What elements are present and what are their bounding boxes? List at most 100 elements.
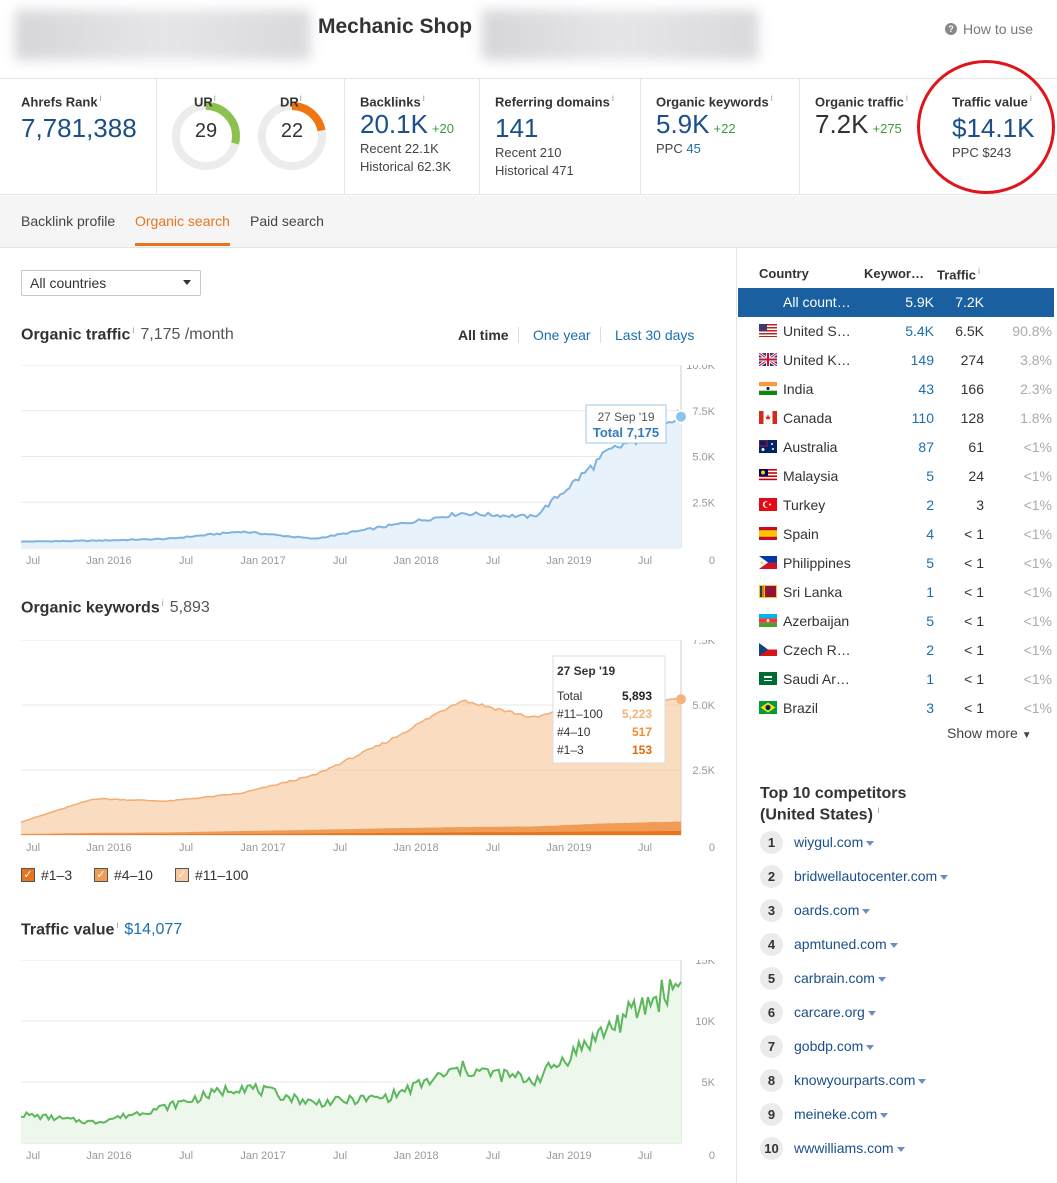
tab-organic-search[interactable]: Organic search: [135, 213, 230, 229]
country-keywords[interactable]: 1: [926, 584, 934, 600]
country-row-all[interactable]: All count… 5.9K 7.2K: [738, 288, 1054, 317]
info-icon[interactable]: i: [132, 325, 135, 335]
show-more-button[interactable]: Show more ▼: [947, 725, 1032, 741]
country-keywords[interactable]: 1: [926, 671, 934, 687]
dropdown-arrow-icon[interactable]: [880, 1112, 889, 1118]
organic-traffic-chart[interactable]: 0 2.5K 5.0K 7.5K 10.0K Jul Jan 2016 Jul Jan 2017…: [21, 365, 721, 575]
info-icon[interactable]: i: [611, 93, 614, 103]
country-row[interactable]: Sri Lanka 1 < 1 <1%: [738, 578, 1054, 607]
legend-top11-100[interactable]: ✓ #11–100: [175, 867, 248, 883]
country-keywords[interactable]: 4: [926, 526, 934, 542]
country-keywords[interactable]: 5.4K: [905, 323, 934, 339]
competitor-domain-link[interactable]: oards.com: [794, 902, 860, 918]
country-row[interactable]: Australia 87 61 <1%: [738, 433, 1054, 462]
flag-icon: [759, 353, 777, 366]
country-traffic: < 1: [964, 700, 984, 716]
country-keywords[interactable]: 5: [926, 555, 934, 571]
country-name: India: [783, 381, 814, 397]
range-last-30-days[interactable]: Last 30 days: [615, 327, 695, 343]
competitor-domain-link[interactable]: apmtuned.com: [794, 936, 887, 952]
country-keywords[interactable]: 149: [910, 352, 934, 368]
country-keywords[interactable]: 5: [926, 468, 934, 484]
country-row[interactable]: Malaysia 5 24 <1%: [738, 462, 1054, 491]
country-percent: <1%: [1023, 613, 1052, 629]
x-tick-label: Jul: [486, 1150, 500, 1162]
dropdown-arrow-icon[interactable]: [866, 840, 875, 846]
organic-keywords-chart[interactable]: 0 2.5K 5.0K 7.5K Jul Jan 2016 Jul Jan 2017 Jul Ja…: [21, 640, 721, 860]
legend-top4-10[interactable]: ✓ #4–10: [94, 867, 153, 883]
dropdown-arrow-icon[interactable]: [889, 942, 898, 948]
dropdown-arrow-icon[interactable]: [877, 976, 886, 982]
info-icon[interactable]: i: [299, 93, 302, 103]
country-percent: 1.8%: [1020, 410, 1052, 426]
competitor-domain-link[interactable]: carcare.org: [794, 1004, 865, 1020]
country-row[interactable]: Philippines 5 < 1 <1%: [738, 549, 1054, 578]
backlinks-value[interactable]: 20.1K: [360, 109, 428, 140]
country-header[interactable]: Country: [759, 266, 809, 281]
country-row[interactable]: India 43 166 2.3%: [738, 375, 1054, 404]
country-traffic: < 1: [964, 526, 984, 542]
how-to-use-link[interactable]: ? How to use: [944, 21, 1033, 37]
info-icon[interactable]: i: [770, 93, 773, 103]
competitor-domain-link[interactable]: carbrain.com: [794, 970, 875, 986]
country-row[interactable]: United K… 149 274 3.8%: [738, 346, 1054, 375]
country-row[interactable]: Brazil 3 < 1 <1%: [738, 694, 1054, 723]
country-row[interactable]: Turkey 2 3 <1%: [738, 491, 1054, 520]
competitor-domain-link[interactable]: gobdp.com: [794, 1038, 864, 1054]
info-icon[interactable]: i: [1029, 93, 1032, 103]
competitor-rank: 3: [760, 898, 783, 922]
competitor-domain-link[interactable]: knowyourparts.com: [794, 1072, 916, 1088]
legend-top3[interactable]: ✓ #1–3: [21, 867, 72, 883]
competitor-rank: 9: [760, 1102, 783, 1126]
dropdown-arrow-icon[interactable]: [866, 1044, 875, 1050]
tooltip-row-label: Total: [557, 689, 582, 703]
competitor-domain-link[interactable]: bridwellautocenter.com: [794, 868, 938, 884]
dropdown-arrow-icon[interactable]: [862, 908, 871, 914]
ur-value: 29: [194, 120, 218, 142]
country-keywords[interactable]: 2: [926, 642, 934, 658]
country-keywords[interactable]: 5: [926, 613, 934, 629]
info-icon[interactable]: i: [99, 93, 102, 103]
country-name: Turkey: [783, 497, 826, 513]
dropdown-arrow-icon[interactable]: [918, 1078, 927, 1084]
traffic-value-chart[interactable]: 0 5K 10K 15K Jul Jan 2016 Jul Jan 2017 Jul Jan 20…: [21, 960, 721, 1170]
country-keywords[interactable]: 43: [918, 381, 934, 397]
country-keywords[interactable]: 2: [926, 497, 934, 513]
info-icon[interactable]: i: [978, 266, 981, 276]
dropdown-arrow-icon[interactable]: [896, 1146, 905, 1152]
info-icon[interactable]: i: [161, 598, 164, 608]
competitor-domain-link[interactable]: wwwilliams.com: [794, 1140, 894, 1156]
info-icon[interactable]: i: [213, 93, 216, 103]
tab-backlink-profile[interactable]: Backlink profile: [21, 213, 116, 229]
dropdown-arrow-icon[interactable]: [940, 874, 949, 880]
country-row[interactable]: United S… 5.4K 6.5K 90.8%: [738, 317, 1054, 346]
country-keywords[interactable]: 110: [911, 410, 934, 426]
help-icon: ?: [944, 23, 957, 35]
range-all-time[interactable]: All time: [458, 327, 509, 343]
keywords-header[interactable]: Keywor…: [864, 266, 924, 281]
country-row[interactable]: Saudi Ar… 1 < 1 <1%: [738, 665, 1054, 694]
country-row[interactable]: Azerbaijan 5 < 1 <1%: [738, 607, 1054, 636]
info-icon[interactable]: i: [877, 805, 880, 815]
tab-paid-search[interactable]: Paid search: [250, 213, 324, 229]
country-keywords[interactable]: 3: [926, 700, 934, 716]
country-keywords[interactable]: 87: [918, 439, 934, 455]
country-row[interactable]: Czech R… 2 < 1 <1%: [738, 636, 1054, 665]
flag-icon: [759, 411, 777, 424]
competitor-domain-link[interactable]: wiygul.com: [794, 834, 864, 850]
referring-domains-value[interactable]: 141: [495, 113, 539, 144]
country-keywords[interactable]: 5.9K: [905, 294, 934, 310]
ahrefs-rank-value[interactable]: 7,781,388: [21, 113, 137, 144]
country-row[interactable]: Spain 4 < 1 <1%: [738, 520, 1054, 549]
dropdown-arrow-icon[interactable]: [867, 1010, 876, 1016]
range-one-year[interactable]: One year: [533, 327, 591, 343]
info-icon[interactable]: i: [905, 93, 908, 103]
info-icon[interactable]: i: [422, 93, 425, 103]
organic-keywords-value[interactable]: 5.9K: [656, 109, 710, 140]
info-icon[interactable]: i: [116, 920, 119, 930]
country-row[interactable]: Canada 110 128 1.8%: [738, 404, 1054, 433]
competitor-domain-link[interactable]: meineke.com: [794, 1106, 878, 1122]
checkbox-icon: ✓: [175, 868, 189, 882]
country-select[interactable]: All countries: [21, 270, 201, 296]
traffic-header[interactable]: Traffic i: [937, 266, 981, 283]
